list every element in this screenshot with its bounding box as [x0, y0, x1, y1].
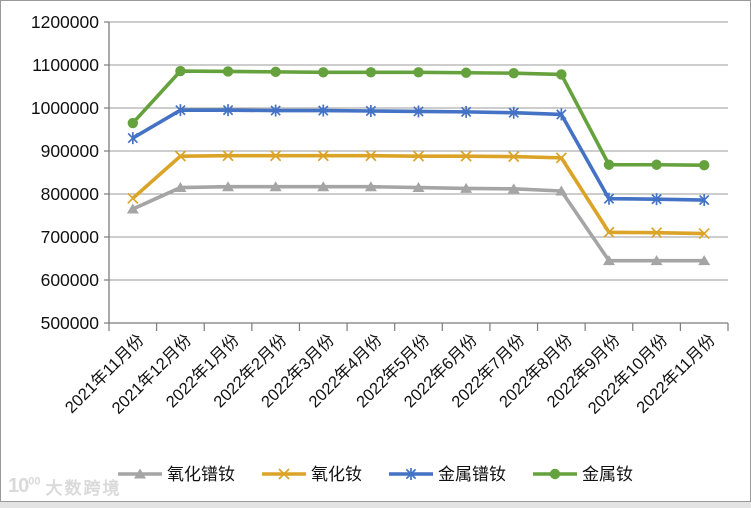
marker-triangle-icon	[602, 255, 615, 266]
marker-x-icon	[650, 227, 663, 239]
marker-circle-icon	[222, 66, 234, 77]
bottom-strip	[0, 502, 751, 508]
y-axis-label: 900000	[41, 141, 100, 161]
marker-x-icon	[270, 150, 282, 162]
y-axis-label: 1000000	[31, 98, 99, 118]
marker-x-icon	[278, 468, 290, 480]
marker-circle-icon	[508, 67, 519, 79]
marker-asterisk-icon	[222, 104, 234, 116]
marker-x-icon	[508, 150, 520, 163]
marker-triangle-icon	[507, 183, 520, 194]
marker-circle-icon	[175, 65, 186, 77]
marker-asterisk-icon	[405, 468, 417, 480]
watermark-text: 大数跨境	[45, 479, 122, 498]
marker-x-icon	[603, 226, 615, 238]
marker-circle-icon	[318, 67, 329, 78]
marker-x-icon	[127, 192, 139, 204]
marker-x-icon	[412, 150, 425, 162]
y-axis-label: 800000	[41, 184, 100, 204]
y-axis-label: 700000	[41, 227, 100, 247]
marker-circle-icon	[549, 468, 561, 480]
marker-circle-icon	[365, 67, 377, 78]
x-axis-label: 2022年10月份	[584, 330, 672, 418]
series-3	[127, 65, 710, 171]
legend-label: 金属钕	[582, 464, 633, 484]
legend-item[interactable]: 氧化钕	[262, 464, 362, 484]
y-axis-label: 1200000	[31, 12, 99, 32]
marker-circle-icon	[603, 159, 615, 170]
marker-triangle-icon	[269, 181, 282, 192]
marker-asterisk-icon	[175, 104, 186, 116]
marker-asterisk-icon	[270, 105, 281, 116]
marker-circle-icon	[413, 67, 424, 78]
marker-triangle-icon	[134, 468, 146, 479]
marker-x-icon	[460, 150, 472, 162]
marker-asterisk-icon	[651, 193, 662, 205]
marker-asterisk-icon	[508, 107, 519, 118]
legend-label: 金属镨钕	[438, 464, 506, 484]
marker-x-icon	[698, 227, 710, 240]
x-axis-label: 2021年12月份	[108, 330, 196, 418]
marker-triangle-icon	[317, 181, 330, 192]
chart-legend: 氧化镨钕 氧化钕 金属镨钕 金属钕	[1, 464, 750, 484]
legend-marker-asterisk-icon	[389, 468, 433, 480]
marker-triangle-icon	[698, 255, 711, 266]
series-1	[127, 150, 710, 240]
y-axis-label: 600000	[41, 270, 100, 290]
y-axis-label: 1100000	[32, 55, 99, 75]
marker-triangle-icon	[174, 182, 187, 193]
marker-asterisk-icon	[318, 105, 329, 116]
marker-triangle-icon	[460, 182, 473, 193]
marker-circle-icon	[460, 67, 472, 78]
marker-x-icon	[222, 150, 234, 162]
legend-item[interactable]: 金属镨钕	[389, 464, 506, 484]
marker-triangle-icon	[650, 255, 663, 266]
marker-circle-icon	[127, 117, 139, 129]
marker-circle-icon	[270, 66, 281, 78]
series-0	[126, 181, 711, 266]
line-chart: 500000 600000 700000 800000 900000 1000000 110…	[31, 12, 729, 418]
marker-asterisk-icon	[127, 132, 139, 144]
marker-asterisk-icon	[365, 105, 377, 117]
marker-asterisk-icon	[556, 109, 567, 120]
marker-x-icon	[174, 150, 187, 162]
marker-asterisk-icon	[698, 194, 710, 206]
marker-x-icon	[365, 150, 377, 162]
y-axis-label: 500000	[41, 313, 100, 333]
watermark: 1000 大数跨境	[8, 474, 122, 499]
marker-triangle-icon	[412, 182, 425, 193]
marker-asterisk-icon	[460, 106, 472, 118]
marker-x-icon	[555, 152, 567, 164]
marker-triangle-icon	[222, 181, 235, 192]
marker-circle-icon	[651, 159, 662, 170]
legend-label: 氧化钕	[311, 464, 362, 484]
marker-asterisk-icon	[603, 193, 615, 204]
marker-circle-icon	[556, 69, 567, 80]
series-2	[127, 104, 710, 207]
legend-marker-circle-icon	[533, 468, 577, 480]
legend-marker-x-icon	[262, 468, 306, 480]
marker-triangle-icon	[364, 181, 377, 192]
marker-triangle-icon	[555, 185, 568, 196]
series-line	[131, 153, 705, 236]
watermark-logo-icon: 1000	[8, 475, 41, 497]
marker-triangle-icon	[126, 203, 139, 214]
marker-circle-icon	[698, 159, 710, 171]
marker-asterisk-icon	[413, 106, 424, 117]
legend-marker-triangle-icon	[118, 468, 162, 479]
marker-x-icon	[317, 150, 329, 162]
legend-label: 氧化镨钕	[167, 464, 235, 484]
legend-item[interactable]: 金属钕	[533, 464, 633, 484]
legend-item[interactable]: 氧化镨钕	[118, 464, 235, 484]
